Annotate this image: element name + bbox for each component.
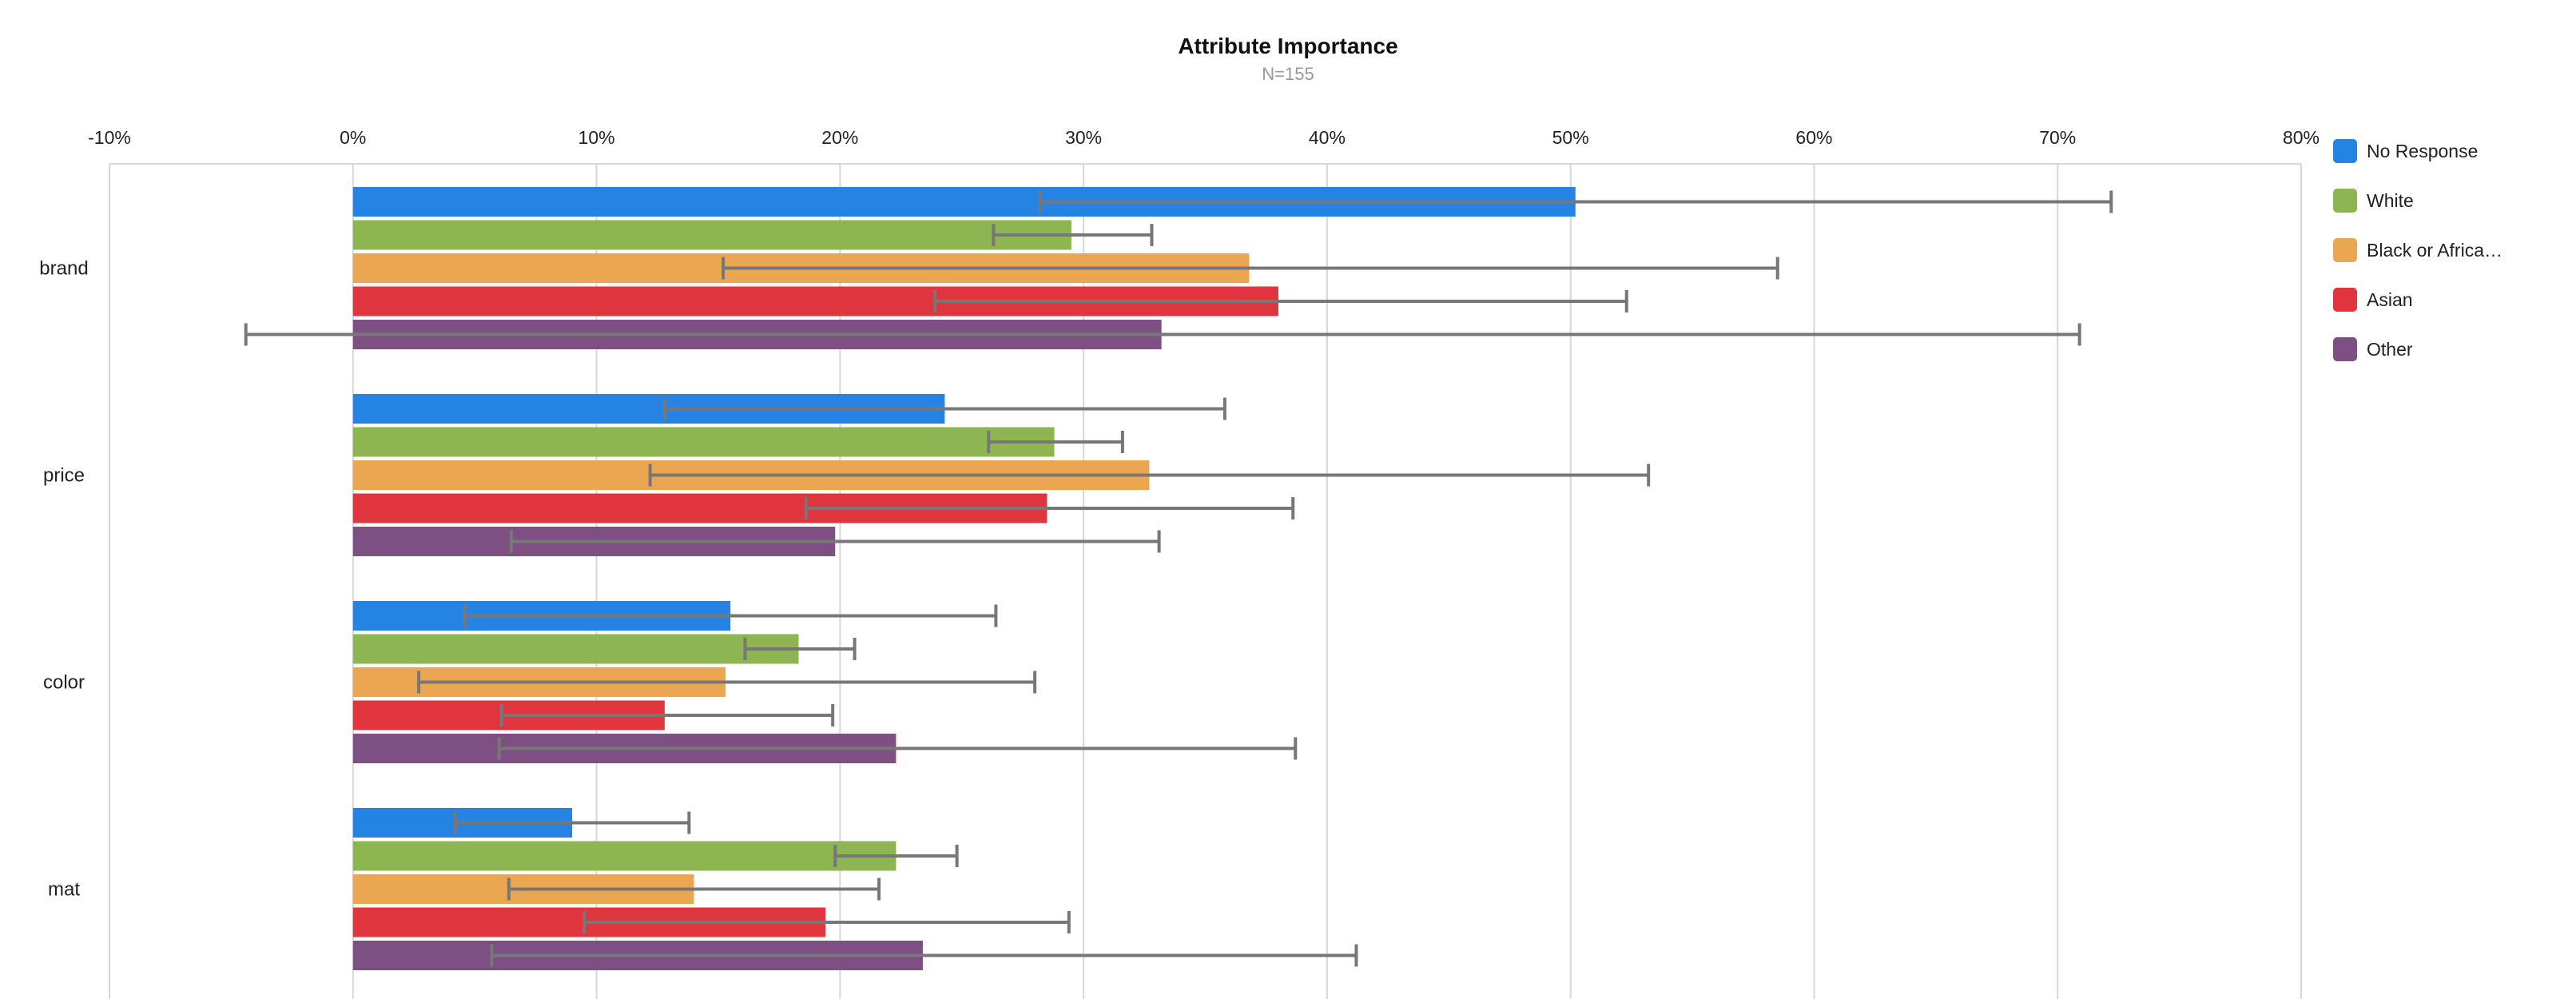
category-label: mat	[48, 879, 80, 901]
chart-title: Attribute Importance	[1178, 34, 1398, 58]
category-label: color	[43, 672, 85, 694]
legend-swatch	[2333, 238, 2357, 262]
x-tick-label: 40%	[1309, 127, 1346, 148]
x-tick-label: 30%	[1065, 127, 1102, 148]
legend-swatch	[2333, 189, 2357, 213]
category-label: brand	[39, 258, 88, 280]
x-tick-label: 80%	[2283, 127, 2320, 148]
category-labels: brand price color mat	[39, 258, 88, 901]
legend-swatch	[2333, 337, 2357, 361]
x-tick-label: -10%	[88, 127, 131, 148]
legend-label: No Response	[2367, 141, 2479, 161]
bar	[352, 634, 799, 664]
x-tick-label: 10%	[578, 127, 615, 148]
x-tick-labels: -10% 0% 10% 20% 30% 40% 50% 60% 70% 80%	[88, 127, 2320, 148]
error-bars	[244, 190, 2113, 967]
legend-label: Black or Africa…	[2367, 240, 2502, 261]
category-label: price	[43, 465, 85, 487]
chart-subtitle: N=155	[1262, 64, 1314, 84]
legend-swatch	[2333, 288, 2357, 312]
bar	[352, 220, 1071, 250]
bar	[352, 841, 896, 871]
x-tick-label: 70%	[2039, 127, 2076, 148]
legend-label: White	[2367, 190, 2414, 211]
legend-label: Asian	[2367, 289, 2413, 310]
bar	[352, 427, 1055, 457]
x-tick-label: 50%	[1552, 127, 1589, 148]
legend-label: Other	[2367, 339, 2413, 360]
bars	[352, 187, 1576, 970]
x-tick-label: 0%	[340, 127, 366, 148]
x-tick-label: 60%	[1795, 127, 1832, 148]
legend-swatch	[2333, 139, 2357, 163]
x-tick-label: 20%	[821, 127, 858, 148]
